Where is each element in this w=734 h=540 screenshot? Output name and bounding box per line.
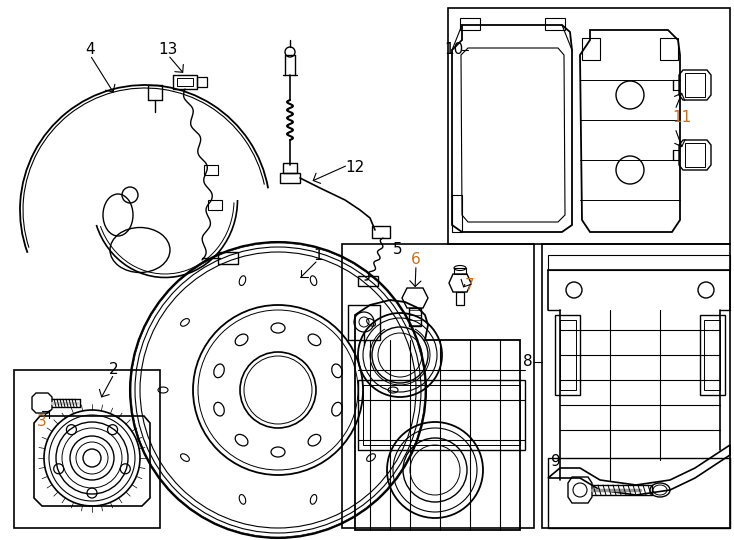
Bar [358, 380, 525, 450]
Bar [14, 370, 160, 528]
Bar [555, 315, 580, 395]
Bar [454, 268, 466, 274]
Text: 2: 2 [109, 362, 119, 377]
Text: 12: 12 [346, 160, 365, 176]
Bar [363, 385, 520, 445]
Bar [280, 173, 300, 183]
Bar [448, 8, 730, 244]
Bar [548, 458, 730, 528]
Bar [548, 255, 730, 270]
Bar [560, 320, 576, 390]
Bar [208, 200, 222, 210]
Bar [348, 305, 380, 340]
Text: 9: 9 [551, 455, 561, 469]
Text: 5: 5 [393, 242, 403, 258]
Text: 7: 7 [465, 278, 475, 293]
Text: 10: 10 [444, 43, 464, 57]
Bar [660, 38, 678, 60]
Bar [283, 163, 297, 173]
Bar [218, 252, 238, 264]
Bar [704, 320, 720, 390]
Bar [460, 18, 480, 30]
Bar [204, 165, 218, 175]
Bar [542, 244, 730, 528]
Text: 3: 3 [37, 415, 47, 429]
Bar [685, 143, 705, 167]
Text: 4: 4 [85, 43, 95, 57]
Text: 6: 6 [411, 253, 421, 267]
Text: 13: 13 [159, 43, 178, 57]
Text: 11: 11 [672, 111, 691, 125]
Bar [700, 315, 725, 395]
Bar [372, 226, 390, 238]
Bar [545, 18, 565, 30]
Bar [685, 73, 705, 97]
Bar [409, 308, 421, 326]
Text: 1: 1 [313, 248, 323, 264]
Bar [342, 244, 534, 528]
Bar [177, 78, 193, 86]
Bar [358, 276, 378, 286]
Bar [197, 77, 207, 87]
Bar [582, 38, 600, 60]
Bar [456, 292, 464, 305]
Bar [173, 75, 197, 89]
Text: 8: 8 [523, 354, 533, 369]
